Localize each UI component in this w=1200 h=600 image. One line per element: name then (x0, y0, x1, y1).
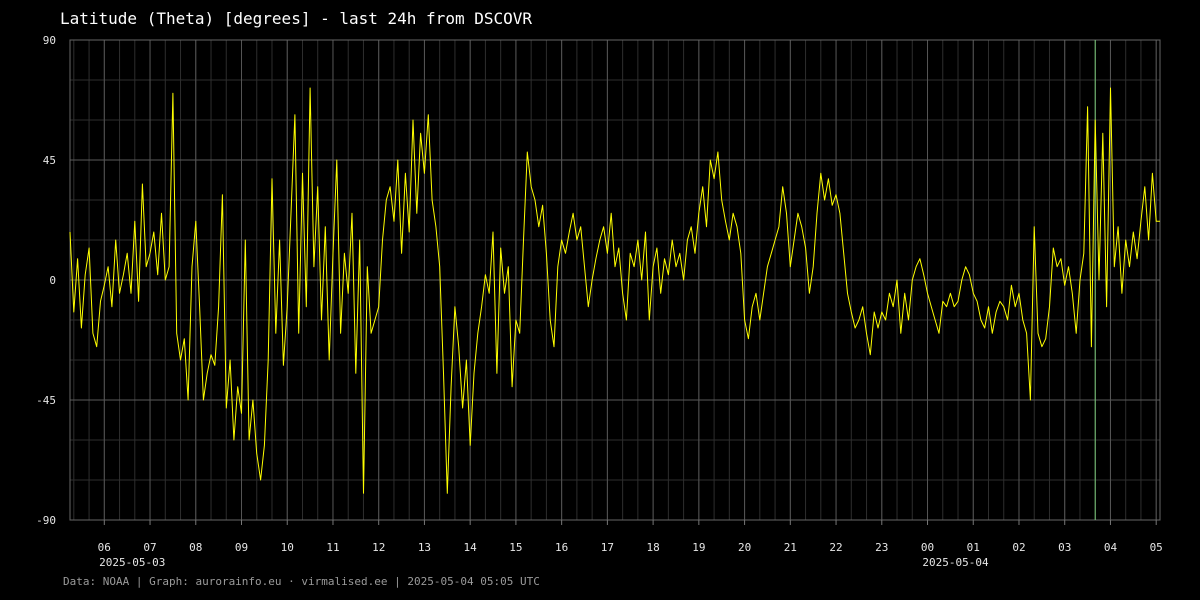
x-tick-label: 13 (418, 541, 431, 554)
footer-credits: Data: NOAA | Graph: aurorainfo.eu · virm… (63, 575, 540, 588)
y-tick-label: -45 (36, 394, 56, 407)
x-tick-label: 02 (1012, 541, 1025, 554)
x-date-label: 2025-05-04 (922, 556, 989, 569)
x-tick-label: 04 (1104, 541, 1118, 554)
series-layer (69, 87, 1160, 494)
series-line-latitude (69, 87, 1160, 494)
x-tick-label: 11 (326, 541, 339, 554)
y-tick-label: 90 (43, 34, 56, 47)
chart-title: Latitude (Theta) [degrees] - last 24h fr… (60, 9, 533, 28)
x-tick-label: 14 (464, 541, 478, 554)
x-tick-label: 20 (738, 541, 751, 554)
x-tick-label: 23 (875, 541, 888, 554)
x-tick-label: 19 (692, 541, 705, 554)
x-tick-label: 15 (509, 541, 522, 554)
x-axis: 06 2025-05-03 07 08 09 10 11 12 13 14 15 16 17 18 19 20… (98, 520, 1163, 569)
x-tick-label: 08 (189, 541, 202, 554)
x-tick-label: 00 (921, 541, 934, 554)
plot-frame (69, 39, 1161, 521)
x-tick-label: 06 (98, 541, 111, 554)
x-tick-label: 03 (1058, 541, 1071, 554)
x-tick-label: 09 (235, 541, 248, 554)
x-date-label: 2025-05-03 (99, 556, 165, 569)
y-tick-label: 45 (43, 154, 56, 167)
x-tick-label: 22 (829, 541, 842, 554)
y-tick-label: -90 (36, 514, 56, 527)
x-tick-label: 12 (372, 541, 385, 554)
x-tick-label: 16 (555, 541, 568, 554)
x-tick-label: 21 (784, 541, 797, 554)
grid-lines (69, 39, 1161, 521)
x-tick-label: 10 (281, 541, 294, 554)
y-axis: 90 45 0 -45 -90 (36, 34, 56, 527)
y-tick-label: 0 (49, 274, 56, 287)
x-tick-label: 07 (143, 541, 156, 554)
x-tick-label: 18 (646, 541, 659, 554)
x-tick-label: 01 (967, 541, 980, 554)
x-tick-label: 17 (601, 541, 614, 554)
x-tick-label: 05 (1150, 541, 1163, 554)
